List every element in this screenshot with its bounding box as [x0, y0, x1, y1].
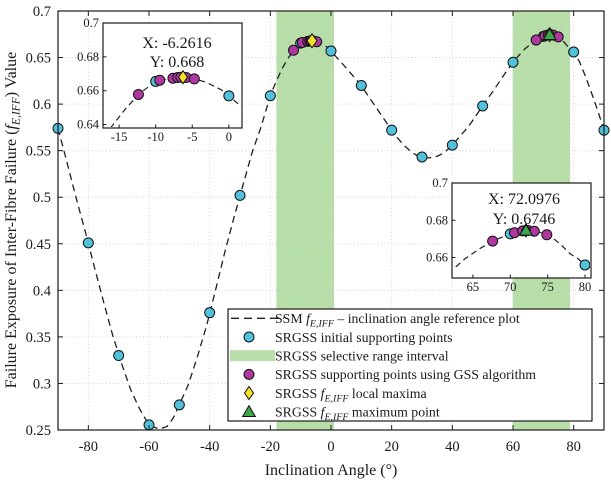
legend-item-label: SRGSS initial supporting points — [275, 330, 452, 345]
x-tick-label: 0 — [327, 439, 334, 455]
inset-x-tick-label: 75 — [541, 280, 554, 294]
y-tick-label: 0.55 — [26, 144, 51, 160]
initial-supporting-point — [446, 139, 458, 151]
x-tick-label: 80 — [566, 439, 581, 455]
inset-y-tick-label: 0.66 — [426, 251, 448, 265]
initial-supporting-point — [264, 90, 276, 102]
initial-supporting-point — [234, 189, 246, 201]
x-tick-label: -40 — [200, 439, 219, 455]
inset-gss-supporting-point — [541, 229, 553, 241]
legend-item-label: SRGSS selective range interval — [275, 348, 449, 363]
local-maxima-diamond — [306, 32, 318, 49]
legend-item: SSM fE,IFF – inclination angle reference… — [231, 311, 520, 330]
y-tick-label: 0.7 — [33, 4, 51, 20]
initial-supporting-point — [113, 350, 125, 362]
legend-item-label: SSM fE,IFF – inclination angle reference… — [275, 311, 520, 330]
initial-supporting-point — [568, 46, 580, 58]
initial-supporting-point — [204, 307, 216, 319]
inset-x-tick-label: -10 — [147, 130, 164, 144]
inset-2: 65 70 75 80 0.66 0.68 0.7 — [426, 176, 592, 294]
inset2-annotation-x: X: 72.0976 — [488, 191, 560, 208]
y-tick-label: 0.3 — [33, 376, 51, 392]
inset-content — [453, 222, 590, 273]
legend-cyan-circle-sample — [243, 331, 255, 343]
x-tick-label: 20 — [384, 439, 399, 455]
inset-x-tick-label: -5 — [187, 130, 197, 144]
inset-x-tick-label: 65 — [467, 280, 480, 294]
inset-x-tick-label: 70 — [504, 280, 517, 294]
inset-y-tick-label: 0.66 — [77, 84, 99, 98]
initial-supporting-point — [325, 45, 337, 57]
initial-supporting-point — [477, 100, 489, 112]
y-axis-label: Failure Exposure of Inter-Fibre Failure … — [3, 52, 23, 388]
maximum-point-triangle — [542, 27, 557, 40]
x-tick-label: 60 — [506, 439, 521, 455]
x-axis-label: Inclination Angle (°) — [265, 462, 398, 479]
inset-1: -15 -10 -5 0 0.64 0.66 0.68 0.7 — [77, 16, 243, 144]
legend-item: SRGSS supporting points using GSS algori… — [243, 367, 536, 382]
inset-x-tick-label: -15 — [111, 130, 128, 144]
gss-supporting-point — [530, 34, 542, 46]
inset-gss-supporting-point — [188, 73, 200, 85]
initial-supporting-point — [386, 124, 398, 136]
inset-maximum-point-triangle — [518, 223, 534, 236]
inset-y-tick-label: 0.64 — [77, 118, 100, 132]
legend-item: SRGSS fE,IFF maximum point — [241, 404, 440, 423]
x-tick-label: -80 — [79, 439, 98, 455]
legend-band-sample — [230, 350, 275, 362]
x-tick-label: -60 — [139, 439, 158, 455]
legend-item-label: SRGSS fE,IFF local maxima — [275, 386, 427, 405]
inset-annotations: X: -6.2616 Y: 0.668 X: 72.0976 Y: 0.6746 — [142, 35, 560, 228]
y-tick-label: 0.45 — [26, 237, 51, 253]
y-tick-label: 0.35 — [26, 330, 51, 346]
inset-y-tick-label: 0.68 — [77, 50, 99, 64]
legend-magenta-circle-sample — [243, 368, 255, 380]
x-tick-label: 40 — [445, 439, 460, 455]
inset1-annotation-y: Y: 0.668 — [150, 54, 205, 71]
inset-gss-supporting-point — [154, 74, 166, 86]
inset-y-tick-label: 0.68 — [426, 213, 448, 227]
legend-item: SRGSS initial supporting points — [243, 330, 452, 345]
inset-initial-supporting-point — [223, 90, 235, 102]
initial-supporting-point — [82, 237, 94, 249]
initial-supporting-point — [355, 79, 367, 91]
y-tick-label: 0.65 — [26, 51, 51, 67]
inset-x-tick-label: 0 — [226, 130, 232, 144]
initial-supporting-point — [173, 399, 185, 411]
inset-gss-supporting-point — [487, 235, 499, 247]
y-tick-label: 0.25 — [26, 423, 51, 439]
legend-item: SRGSS fE,IFF local maxima — [243, 385, 427, 405]
x-tick-label: -20 — [261, 439, 280, 455]
legend-item-label: SRGSS supporting points using GSS algori… — [275, 367, 536, 382]
inset-initial-supporting-point — [579, 259, 590, 271]
legend-diamond-sample — [243, 385, 255, 401]
initial-supporting-point — [416, 151, 428, 163]
legend-triangle-sample — [241, 404, 257, 417]
legend-box — [227, 308, 593, 422]
inset-x-tick-label: 80 — [579, 280, 592, 294]
y-tick-label: 0.6 — [33, 97, 51, 113]
inset1-annotation-x: X: -6.2616 — [142, 35, 211, 52]
inset-content — [110, 69, 241, 127]
initial-supporting-point — [507, 56, 519, 68]
inset2-annotation-y: Y: 0.6746 — [493, 211, 556, 228]
inset-y-tick-label: 0.7 — [432, 176, 448, 190]
insets: -15 -10 -5 0 0.64 0.66 0.68 0.7 65 70 75 80 0.66 0.68… — [77, 16, 592, 294]
y-tick-label: 0.5 — [33, 190, 51, 206]
legend-item: SRGSS selective range interval — [230, 348, 449, 363]
inset-gss-supporting-point — [132, 88, 144, 100]
inset-local-maxima-diamond — [177, 69, 189, 85]
y-tick-label: 0.4 — [33, 283, 52, 299]
inset-y-tick-label: 0.7 — [83, 16, 99, 30]
gss-supporting-point — [288, 44, 300, 56]
legend: SSM fE,IFF – inclination angle reference… — [227, 308, 593, 423]
legend-item-label: SRGSS fE,IFF maximum point — [275, 404, 440, 423]
